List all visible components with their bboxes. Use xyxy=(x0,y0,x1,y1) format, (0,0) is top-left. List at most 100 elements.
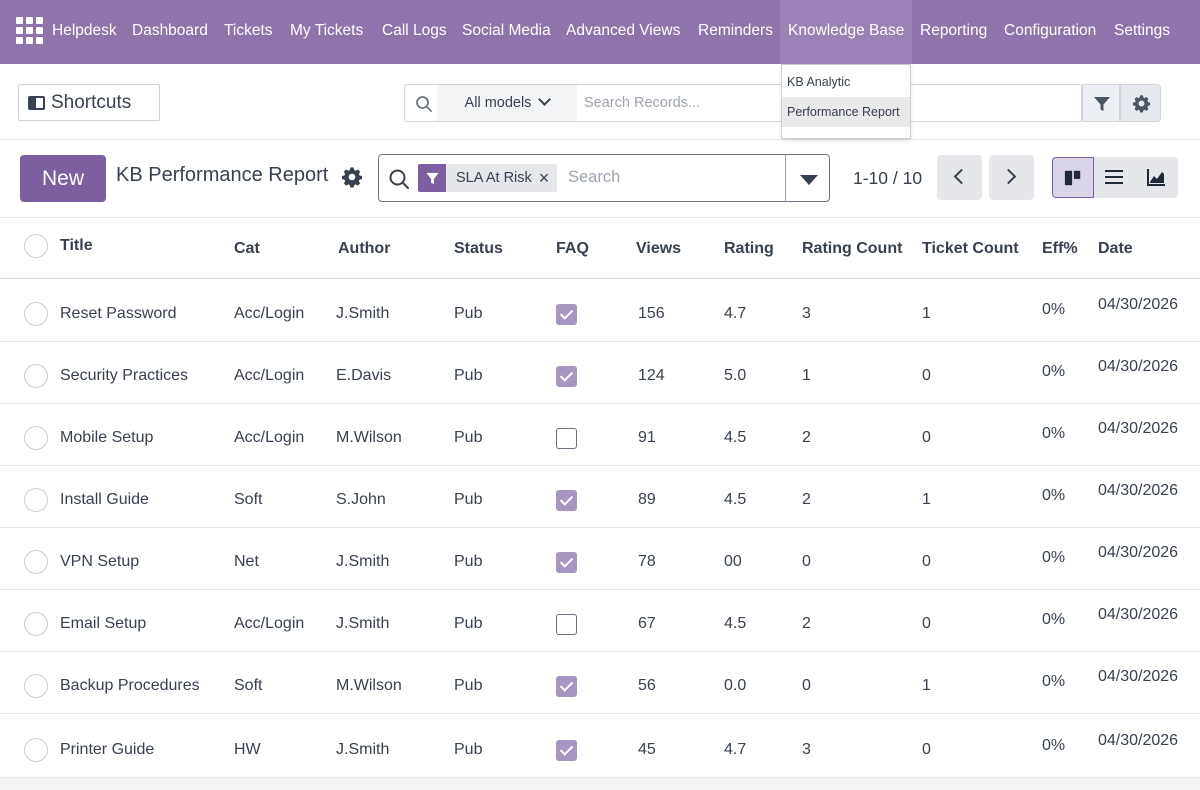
table-row[interactable]: Install Guide Soft S.John Pub 89 4.5 2 1… xyxy=(0,466,1200,528)
cell-rating: 4.7 xyxy=(724,741,747,758)
cell-status: Pub xyxy=(454,367,483,384)
row-checkbox[interactable] xyxy=(24,738,48,762)
cell-title: Security Practices xyxy=(60,367,189,384)
row-checkbox[interactable] xyxy=(24,488,48,512)
column-header-date[interactable]: Date xyxy=(1098,240,1133,257)
global-settings-button[interactable] xyxy=(1120,84,1161,122)
column-header-rating[interactable]: Rating xyxy=(724,240,774,257)
cell-views: 124 xyxy=(638,367,665,384)
column-header-author[interactable]: Author xyxy=(338,240,391,257)
cell-views: 67 xyxy=(638,615,656,632)
chevron-down-icon xyxy=(538,93,552,106)
search-input[interactable]: Search xyxy=(568,168,621,186)
cell-author: J.Smith xyxy=(336,553,390,570)
faq-checkbox[interactable] xyxy=(556,366,577,387)
graph-view-button[interactable] xyxy=(1136,157,1178,198)
menu-item-performance-report[interactable]: Performance Report xyxy=(782,97,910,127)
gear-icon[interactable] xyxy=(341,166,363,188)
faq-checkbox[interactable] xyxy=(556,304,577,325)
nav-tickets[interactable]: Tickets xyxy=(224,22,273,39)
filter-icon xyxy=(1094,97,1110,111)
pager-next-button[interactable] xyxy=(989,155,1034,200)
cell-views: 45 xyxy=(638,741,656,758)
cell-date: 04/30/2026 xyxy=(1098,668,1179,685)
select-all-checkbox[interactable] xyxy=(24,234,48,258)
nav-reporting[interactable]: Reporting xyxy=(920,22,988,39)
faq-checkbox[interactable] xyxy=(556,614,577,635)
table-row[interactable]: Mobile Setup Acc/Login M.Wilson Pub 91 4… xyxy=(0,404,1200,466)
cell-status: Pub xyxy=(454,491,483,508)
row-checkbox[interactable] xyxy=(24,550,48,574)
table-row[interactable]: Security Practices Acc/Login E.Davis Pub… xyxy=(0,342,1200,404)
column-header-status[interactable]: Status xyxy=(454,240,503,257)
nav-settings[interactable]: Settings xyxy=(1114,22,1171,39)
nav-reminders[interactable]: Reminders xyxy=(698,22,773,39)
control-panel-top: Shortcuts All models Search Records... xyxy=(0,64,1200,140)
cell-ticket-count: 0 xyxy=(922,741,931,758)
nav-dashboard[interactable]: Dashboard xyxy=(132,22,208,39)
column-header-eff[interactable]: Eff% xyxy=(1042,240,1078,257)
faq-checkbox[interactable] xyxy=(556,428,577,449)
facet-label: SLA At Risk xyxy=(456,170,532,186)
row-checkbox[interactable] xyxy=(24,364,48,388)
new-button[interactable]: New xyxy=(20,155,106,202)
row-checkbox[interactable] xyxy=(24,674,48,698)
nav-call-logs[interactable]: Call Logs xyxy=(382,22,447,39)
shortcuts-button[interactable]: Shortcuts xyxy=(18,84,160,121)
cell-author: J.Smith xyxy=(336,615,390,632)
pager-previous-button[interactable] xyxy=(937,155,982,200)
search-icon[interactable] xyxy=(415,95,433,113)
pager-value[interactable]: 1-10 / 10 xyxy=(853,168,923,188)
caret-down-icon xyxy=(800,175,818,185)
cell-status: Pub xyxy=(454,553,483,570)
nav-advanced-views[interactable]: Advanced Views xyxy=(566,22,681,39)
search-icon[interactable] xyxy=(388,168,410,190)
faq-checkbox[interactable] xyxy=(556,740,577,761)
cell-rating-count: 2 xyxy=(802,491,811,508)
cell-status: Pub xyxy=(454,677,483,694)
table-row[interactable]: Email Setup Acc/Login J.Smith Pub 67 4.5… xyxy=(0,590,1200,652)
filter-facet[interactable]: SLA At Risk × xyxy=(418,164,558,192)
nav-configuration[interactable]: Configuration xyxy=(1004,22,1097,39)
apps-grid-icon[interactable] xyxy=(16,17,43,44)
global-search-input[interactable]: Search Records... xyxy=(584,95,701,111)
nav-helpdesk[interactable]: Helpdesk xyxy=(52,22,117,39)
cell-rating: 5.0 xyxy=(724,367,747,384)
cell-cat: Soft xyxy=(234,677,263,694)
cell-cat: Soft xyxy=(234,491,263,508)
nav-knowledge-base[interactable]: Knowledge Base xyxy=(780,0,913,64)
table-row[interactable]: Reset Password Acc/Login J.Smith Pub 156… xyxy=(0,280,1200,342)
table-row[interactable]: Printer Guide HW J.Smith Pub 45 4.7 3 0 … xyxy=(0,716,1200,778)
cell-ticket-count: 0 xyxy=(922,429,931,446)
column-header-faq[interactable]: FAQ xyxy=(556,240,589,257)
model-select[interactable]: All models xyxy=(437,85,577,121)
menu-item-kb-analytic[interactable]: KB Analytic xyxy=(787,75,851,89)
cell-author: M.Wilson xyxy=(336,677,402,694)
column-header-cat[interactable]: Cat xyxy=(234,240,260,257)
cell-eff: 0% xyxy=(1042,363,1066,380)
cell-author: E.Davis xyxy=(336,367,392,384)
list-view-button[interactable] xyxy=(1094,157,1136,198)
row-checkbox[interactable] xyxy=(24,612,48,636)
table-row[interactable]: Backup Procedures Soft M.Wilson Pub 56 0… xyxy=(0,652,1200,714)
column-header-ticket-count[interactable]: Ticket Count xyxy=(922,240,1019,257)
faq-checkbox[interactable] xyxy=(556,490,577,511)
column-header-title[interactable]: Title xyxy=(60,237,93,254)
column-header-rating-count[interactable]: Rating Count xyxy=(802,240,903,257)
cell-title: Install Guide xyxy=(60,491,149,508)
cell-rating: 0.0 xyxy=(724,677,747,694)
close-icon[interactable]: × xyxy=(538,168,550,188)
kanban-view-button[interactable] xyxy=(1052,157,1094,198)
cell-date: 04/30/2026 xyxy=(1098,606,1179,623)
row-checkbox[interactable] xyxy=(24,426,48,450)
nav-my-tickets[interactable]: My Tickets xyxy=(290,22,364,39)
row-checkbox[interactable] xyxy=(24,302,48,326)
filter-button[interactable] xyxy=(1082,84,1120,122)
column-header-views[interactable]: Views xyxy=(636,240,682,257)
table-row[interactable]: VPN Setup Net J.Smith Pub 78 00 0 0 0% 0… xyxy=(0,528,1200,590)
faq-checkbox[interactable] xyxy=(556,552,577,573)
filter-icon xyxy=(418,164,446,192)
nav-social-media[interactable]: Social Media xyxy=(462,22,551,39)
faq-checkbox[interactable] xyxy=(556,676,577,697)
search-options-toggle[interactable] xyxy=(785,155,830,201)
